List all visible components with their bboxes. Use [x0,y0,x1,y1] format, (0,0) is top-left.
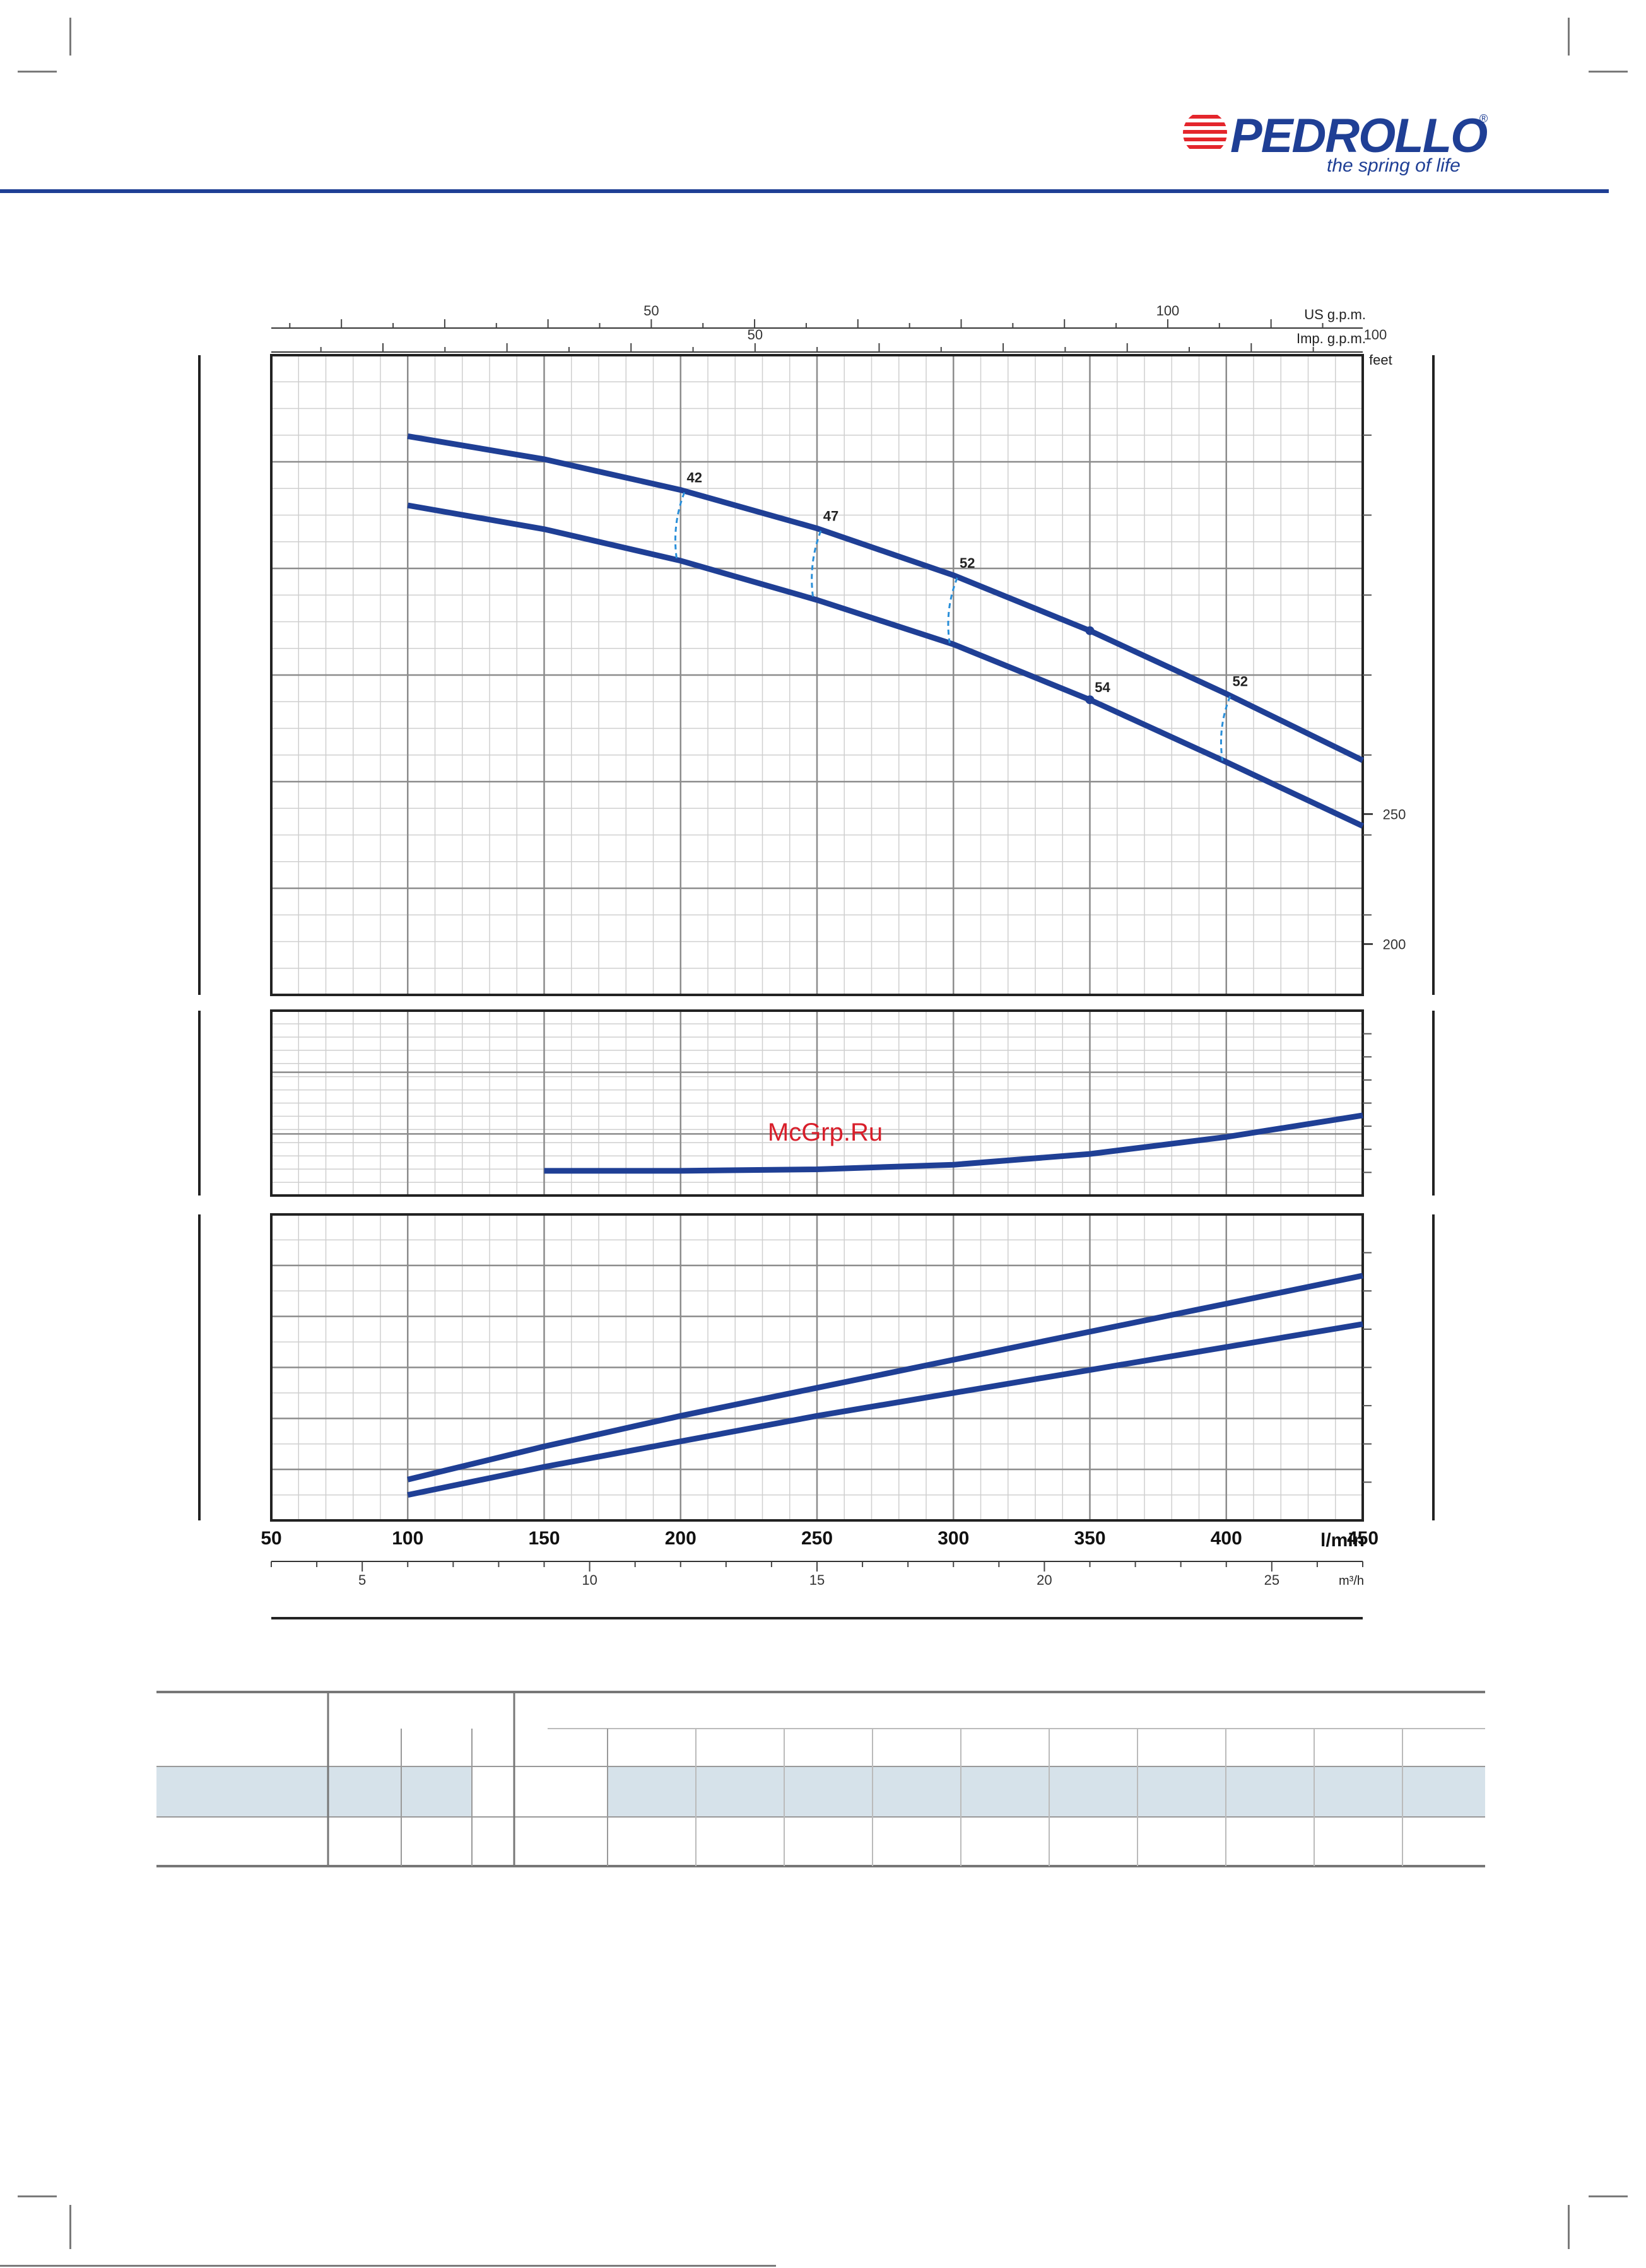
crop-mark [18,2195,57,2197]
feet-axis-label: 200 [1383,936,1406,952]
top-axis-label: 100 [1364,327,1387,343]
logo-mark-icon [1183,111,1227,155]
crop-mark [18,71,57,73]
x-axis-tick-label: 200 [665,1528,697,1549]
x-axis-tick-label: 150 [528,1528,560,1549]
crop-mark [69,18,71,56]
x-axis-tick-label: 350 [1074,1528,1105,1549]
spec-table [156,1691,1485,1867]
top-axis-label: 100 [1156,303,1180,319]
logo-wordmark: PEDROLLO [1230,109,1488,163]
x-axis-tick-label: 450 [1347,1528,1379,1549]
top-axis-title: US g.p.m. [1304,307,1366,322]
m3h-axis-label: 5 [358,1572,366,1588]
m3h-axis-title: m³/h [1339,1574,1364,1588]
m3h-axis-label: 15 [809,1572,825,1588]
x-axis-tick-label: 100 [392,1528,423,1549]
x-axis-tick-label: 400 [1211,1528,1242,1549]
x-axis-tick-label: 250 [801,1528,833,1549]
crop-mark [0,2265,776,2267]
series-line [407,1272,1363,1483]
efficiency-point [1085,626,1095,635]
registered-mark: ® [1479,112,1488,125]
watermark-text: McGrp.Ru [768,1119,883,1146]
efficiency-label: 52 [960,555,975,571]
crop-mark [1589,2195,1628,2197]
top-axis-label: 50 [748,327,763,343]
m3h-axis-label: 10 [582,1572,597,1588]
logo-tagline: the spring of life [1327,155,1461,176]
series-line [407,433,1364,763]
efficiency-label: 54 [1095,679,1110,695]
efficiency-label: 52 [1233,674,1248,690]
crop-mark [1568,2205,1570,2249]
x-axis-title: l/min [1320,1530,1365,1551]
brand-logo: PEDROLLO ® the spring of life [1183,107,1498,183]
crop-mark [1589,71,1628,73]
series-line [407,1321,1363,1498]
x-axis-tick-label: 300 [938,1528,969,1549]
m3h-axis-label: 20 [1037,1572,1052,1588]
crop-mark [1568,18,1570,56]
efficiency-point [1085,695,1095,705]
efficiency-label: 47 [823,508,838,524]
efficiency-label: 42 [687,470,702,486]
top-axis-label: 50 [644,303,659,319]
crop-mark [69,2205,71,2249]
top-axis-title: Imp. g.p.m. [1296,331,1366,346]
m3h-axis-label: 25 [1264,1572,1279,1588]
feet-axis-title: feet [1369,352,1392,368]
x-axis-tick-label: 50 [261,1528,281,1549]
table-row-highlight [608,1766,1485,1817]
feet-axis-label: 250 [1383,806,1406,822]
header-rule [0,189,1609,193]
table-row-highlight [156,1766,472,1817]
series-line [544,1112,1363,1174]
series-line [407,502,1364,829]
